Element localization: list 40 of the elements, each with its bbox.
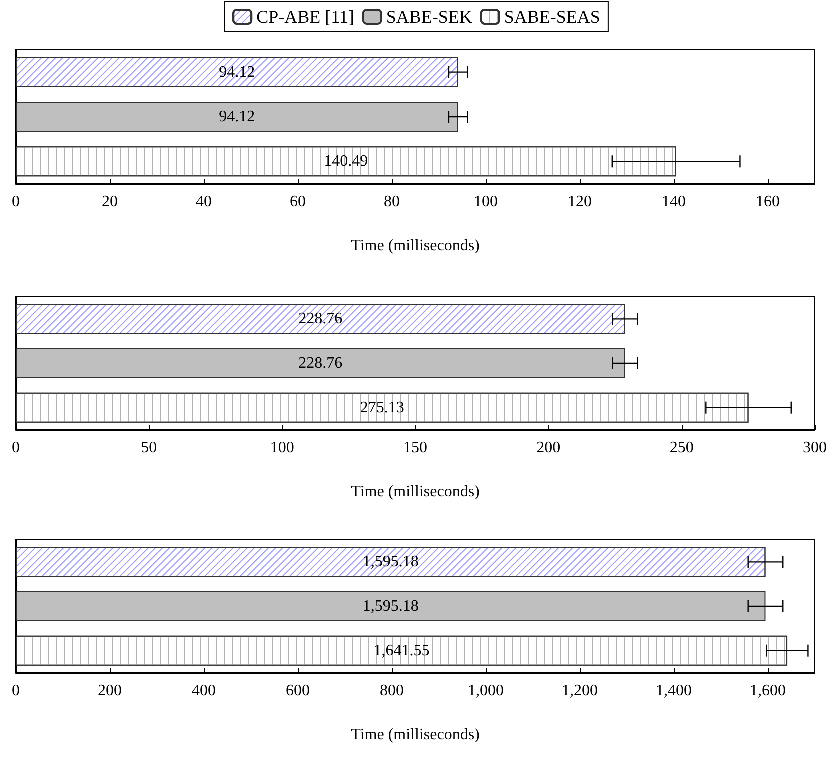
x-tick-label: 600 [286, 682, 310, 700]
x-tick-label: 800 [380, 682, 404, 700]
data-label: 94.12 [219, 64, 256, 81]
x-tick-label: 150 [404, 440, 428, 456]
x-tick-label: 100 [474, 194, 498, 210]
data-label: 1,595.18 [362, 554, 419, 571]
x-tick-label: 1,600 [750, 682, 786, 700]
x-tick-label: 0 [12, 682, 20, 700]
x-tick-label: 1,200 [562, 682, 598, 700]
x-axis-title: Time (milliseconds) [351, 726, 480, 744]
data-label: 228.76 [298, 355, 343, 372]
x-tick-label: 1,400 [656, 682, 692, 700]
x-tick-label: 60 [290, 194, 306, 210]
legend-label: SABE-SEK [386, 7, 472, 27]
x-tick-label: 200 [536, 440, 561, 456]
x-tick-label: 0 [12, 440, 20, 456]
data-label: 1,641.55 [374, 642, 430, 660]
data-label: 275.13 [360, 399, 404, 416]
data-label: 228.76 [298, 310, 343, 328]
x-tick-label: 100 [270, 440, 294, 456]
x-tick-label: 0 [12, 194, 20, 210]
data-label: 140.49 [324, 153, 368, 170]
x-tick-label: 80 [384, 194, 400, 210]
x-tick-label: 40 [196, 194, 212, 210]
x-tick-label: 140 [662, 194, 686, 210]
legend-label: CP-ABE [11] [256, 7, 354, 27]
data-label: 1,595.18 [362, 598, 419, 615]
x-tick-label: 250 [670, 440, 694, 456]
x-tick-label: 300 [803, 440, 827, 456]
x-tick-label: 400 [192, 682, 216, 700]
x-tick-label: 120 [568, 194, 592, 210]
x-tick-label: 20 [102, 194, 118, 210]
x-tick-label: 200 [98, 682, 122, 700]
x-tick-label: 50 [141, 440, 158, 456]
legend-label: SABE-SEAS [504, 7, 600, 27]
x-axis-title: Time (milliseconds) [351, 238, 480, 254]
x-tick-label: 160 [756, 194, 780, 210]
x-tick-label: 1,000 [468, 682, 504, 700]
x-axis-title: Time (milliseconds) [351, 484, 480, 500]
data-label: 94.12 [219, 108, 256, 126]
